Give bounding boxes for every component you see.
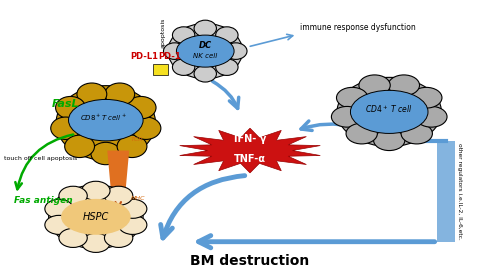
Ellipse shape (126, 97, 156, 119)
Ellipse shape (172, 59, 195, 75)
Text: IFN- γ: IFN- γ (234, 134, 266, 144)
Ellipse shape (346, 123, 378, 144)
Ellipse shape (104, 229, 133, 247)
Ellipse shape (56, 97, 86, 119)
Ellipse shape (104, 186, 133, 205)
Ellipse shape (168, 23, 242, 79)
Circle shape (350, 90, 428, 133)
Ellipse shape (216, 27, 238, 43)
Text: PD-1: PD-1 (158, 52, 181, 61)
Text: $CD8^+T\ cell^+$: $CD8^+T\ cell^+$ (80, 112, 126, 122)
Text: BM destruction: BM destruction (190, 254, 310, 268)
Bar (153, 64, 168, 74)
Text: NK cell: NK cell (193, 53, 218, 59)
Text: MHC: MHC (130, 196, 145, 201)
Circle shape (68, 99, 143, 141)
Ellipse shape (45, 215, 73, 234)
Text: $CD4^+\ T\ cell$: $CD4^+\ T\ cell$ (366, 103, 413, 115)
Ellipse shape (388, 75, 420, 96)
Ellipse shape (64, 135, 94, 158)
Text: apoptosis: apoptosis (160, 18, 166, 48)
Text: Fas antigen: Fas antigen (14, 196, 72, 205)
Ellipse shape (194, 20, 216, 37)
Ellipse shape (416, 106, 447, 127)
Bar (438, 141, 456, 242)
Ellipse shape (401, 123, 432, 144)
Ellipse shape (337, 77, 442, 146)
Text: DC: DC (198, 41, 212, 50)
Text: HSPC: HSPC (82, 212, 109, 222)
Ellipse shape (82, 181, 110, 200)
Ellipse shape (410, 87, 442, 108)
Ellipse shape (105, 83, 134, 105)
Ellipse shape (164, 43, 186, 59)
Ellipse shape (59, 186, 88, 205)
Ellipse shape (56, 86, 156, 160)
Ellipse shape (131, 117, 161, 140)
Text: TCR: TCR (130, 137, 143, 142)
Ellipse shape (61, 199, 130, 235)
Ellipse shape (336, 87, 368, 108)
Ellipse shape (224, 43, 247, 59)
Ellipse shape (118, 199, 147, 218)
Ellipse shape (82, 233, 110, 252)
Ellipse shape (77, 83, 107, 105)
Ellipse shape (117, 135, 147, 158)
Text: FasL: FasL (52, 98, 80, 109)
Ellipse shape (332, 106, 362, 127)
Ellipse shape (118, 215, 147, 234)
Circle shape (176, 35, 234, 67)
Text: other regulators i.e.IL-2, IL-6,etc.: other regulators i.e.IL-2, IL-6,etc. (458, 143, 462, 240)
Ellipse shape (59, 229, 88, 247)
Ellipse shape (50, 117, 80, 140)
Text: PD-L1: PD-L1 (130, 52, 158, 61)
Ellipse shape (216, 59, 238, 75)
Text: immune response dysfunction: immune response dysfunction (300, 23, 416, 32)
Ellipse shape (172, 27, 195, 43)
Ellipse shape (45, 199, 73, 218)
Ellipse shape (374, 130, 405, 151)
Ellipse shape (194, 66, 216, 82)
Ellipse shape (359, 75, 390, 96)
Ellipse shape (48, 185, 143, 249)
Ellipse shape (91, 142, 120, 165)
Text: TNF-α: TNF-α (234, 154, 266, 164)
Polygon shape (108, 151, 129, 206)
Polygon shape (180, 128, 320, 173)
Text: touch off cell apoptosis: touch off cell apoptosis (4, 156, 77, 161)
